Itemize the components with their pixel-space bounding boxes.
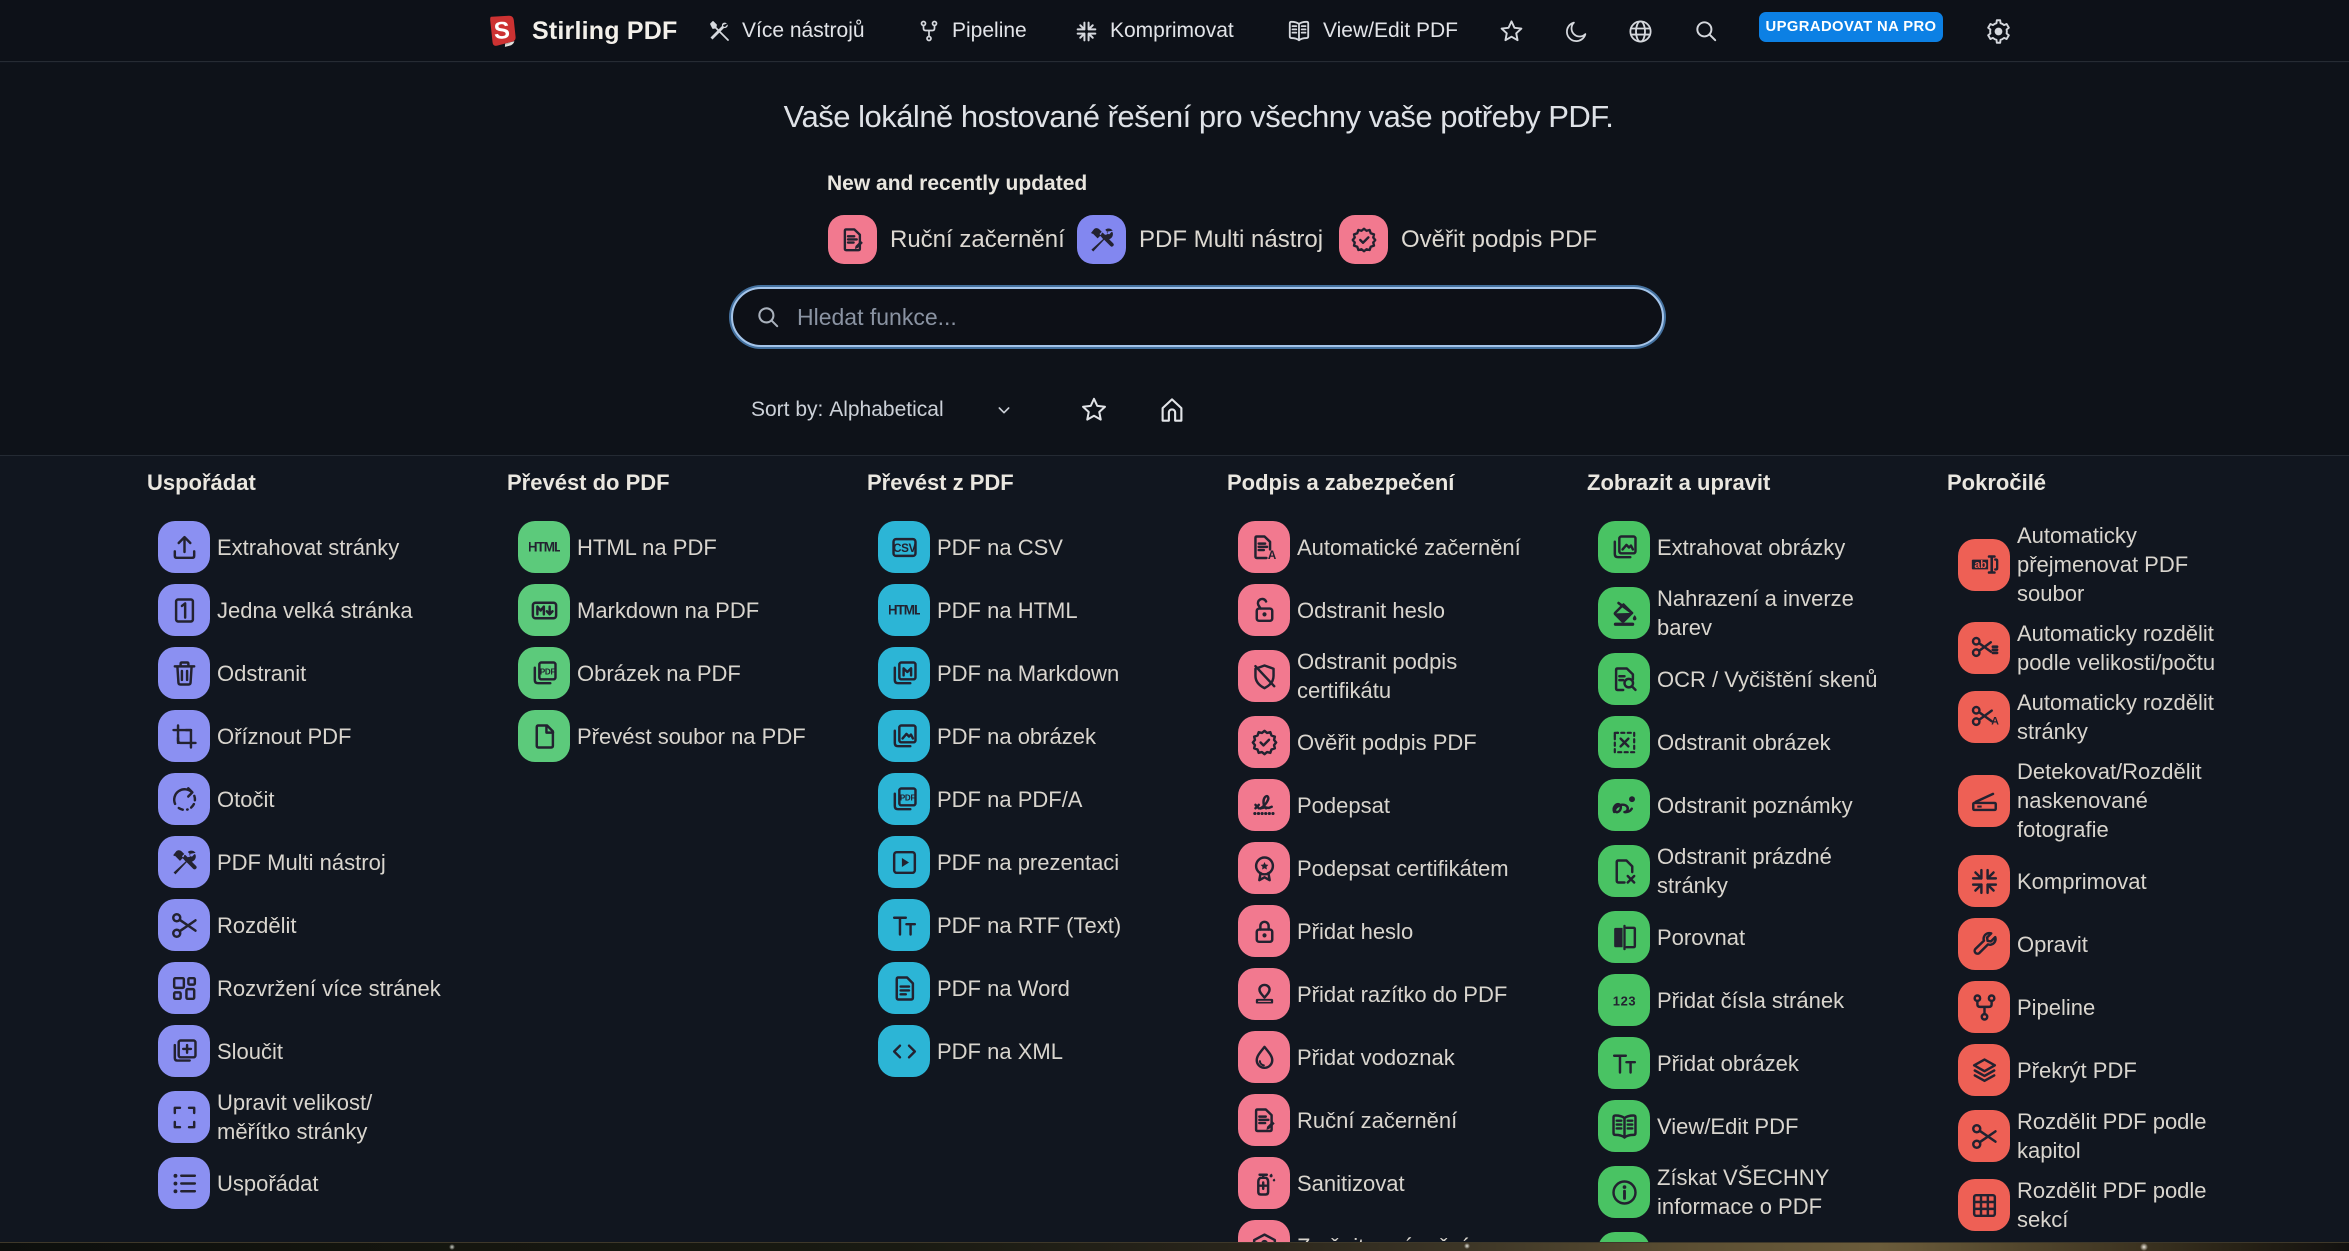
svg-text:S: S <box>493 17 510 45</box>
